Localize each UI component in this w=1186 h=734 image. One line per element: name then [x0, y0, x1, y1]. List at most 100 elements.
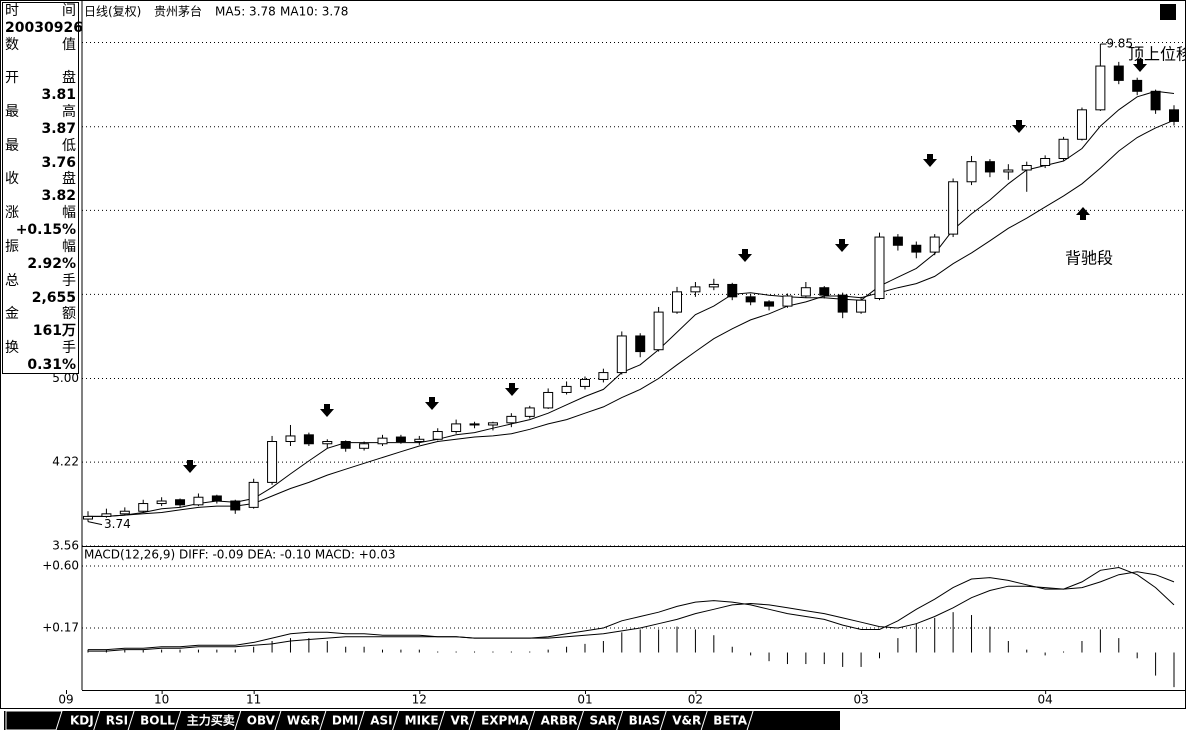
- tab-label[interactable]: MIKE: [405, 714, 439, 728]
- candle-body: [303, 434, 314, 445]
- tab-label[interactable]: SAR: [589, 714, 616, 728]
- info-label: 振幅: [5, 238, 76, 255]
- macd-title: MACD(12,26,9) DIFF: -0.09 DEA: -0.10 MAC…: [84, 548, 395, 562]
- x-tick-label: 09: [58, 693, 73, 707]
- info-row: 涨幅 +0.15%: [3, 205, 78, 239]
- candle-body: [248, 481, 259, 508]
- tab-label[interactable]: OBV: [247, 714, 276, 728]
- x-tick-label: 11: [246, 693, 261, 707]
- tab-label[interactable]: 主力买卖: [187, 713, 235, 728]
- candle-body: [119, 510, 130, 515]
- candle-body: [1113, 65, 1124, 81]
- candle-body: [1021, 164, 1032, 171]
- tab-label[interactable]: KDJ: [70, 714, 94, 728]
- tab-edge: [127, 710, 135, 731]
- candle-body: [745, 296, 756, 303]
- candle-body: [101, 513, 112, 517]
- tab-label[interactable]: V&R: [672, 714, 701, 728]
- candle-body: [230, 500, 241, 511]
- candle-body: [193, 496, 204, 506]
- candle-body: [1040, 157, 1051, 166]
- candle-body: [469, 423, 480, 426]
- tab-edge: [319, 710, 327, 731]
- candle-body: [543, 391, 554, 409]
- tab-edge: [174, 710, 182, 731]
- x-tick-label: 02: [688, 693, 703, 707]
- header-name: 贵州茅台: [154, 4, 202, 19]
- frame: [0, 0, 1186, 709]
- candle-body: [819, 287, 830, 296]
- info-value: 161万: [32, 323, 76, 340]
- candle-body: [267, 441, 278, 483]
- candle-body: [727, 283, 738, 298]
- info-value: 3.87: [41, 121, 76, 138]
- candle-body: [377, 437, 388, 445]
- tab-edge: [274, 710, 282, 731]
- tab-label[interactable]: DMI: [332, 714, 358, 728]
- tab-edge: [357, 710, 365, 731]
- tab-edge: [234, 710, 242, 731]
- tab-label[interactable]: ASI: [370, 714, 392, 728]
- x-tick-label: 03: [853, 693, 868, 707]
- candle-body: [83, 515, 93, 520]
- y-tick-label: 4.22: [52, 455, 79, 469]
- header-ma5: MA5: 3.78: [215, 5, 276, 19]
- info-value: 0.31%: [27, 356, 76, 373]
- info-value: 20030926: [5, 20, 83, 36]
- candle-body: [138, 503, 149, 512]
- x-tick-label: 04: [1038, 693, 1053, 707]
- info-value: 3.81: [41, 87, 76, 104]
- down-arrow: [835, 239, 849, 252]
- candle-body: [892, 236, 903, 246]
- candle-body: [414, 438, 425, 443]
- tab-label[interactable]: BIAS: [629, 714, 661, 728]
- candle-body: [1095, 65, 1106, 111]
- info-label: 开盘: [5, 70, 76, 87]
- info-value: 2,655: [31, 289, 76, 306]
- ma10-line: [88, 119, 1175, 517]
- annotation: 顶上位移: [1128, 45, 1186, 64]
- candle-body: [432, 431, 443, 440]
- info-value: 2.92%: [27, 255, 76, 272]
- candle-body: [451, 423, 462, 433]
- info-label: 最高: [5, 104, 76, 121]
- down-arrow: [320, 404, 334, 417]
- candle-body: [524, 407, 535, 417]
- tab-edge: [468, 710, 476, 731]
- candle-body: [579, 378, 590, 387]
- info-row: 振幅 2.92%: [3, 239, 78, 273]
- x-tick-label: 01: [577, 693, 592, 707]
- info-row: 换手 0.31%: [3, 340, 78, 374]
- candle-body: [1058, 138, 1069, 159]
- tab-label[interactable]: RSI: [106, 714, 128, 728]
- info-label: 最低: [5, 137, 76, 154]
- info-label: 收盘: [5, 171, 76, 188]
- candle-body: [395, 436, 406, 443]
- tab-edge: [700, 710, 708, 731]
- candle-body: [708, 283, 719, 288]
- candle-body: [616, 335, 627, 374]
- candle-body: [690, 286, 701, 293]
- down-arrow: [425, 397, 439, 410]
- tab-bar: [4, 711, 840, 730]
- y-tick-label: 3.56: [52, 539, 79, 553]
- tab-label[interactable]: VR: [451, 714, 470, 728]
- up-arrow: [1076, 207, 1090, 220]
- candle-body: [211, 495, 222, 502]
- tab-label[interactable]: ARBR: [541, 714, 578, 728]
- down-arrow: [1012, 120, 1026, 133]
- candle-body: [874, 236, 885, 299]
- tab-label[interactable]: BETA: [713, 714, 748, 728]
- info-value: +0.15%: [15, 222, 76, 239]
- tab-label[interactable]: BOLL: [140, 714, 175, 728]
- candle-body: [598, 372, 609, 380]
- tab-label[interactable]: W&R: [287, 714, 320, 728]
- info-label: 数值: [5, 36, 76, 53]
- candle-body: [561, 385, 572, 393]
- info-label: 总手: [5, 272, 76, 289]
- tab-label[interactable]: EXPMA: [481, 714, 529, 728]
- candle-body: [175, 499, 186, 506]
- candle-body: [966, 161, 977, 183]
- info-row: 开盘 3.81: [3, 70, 78, 104]
